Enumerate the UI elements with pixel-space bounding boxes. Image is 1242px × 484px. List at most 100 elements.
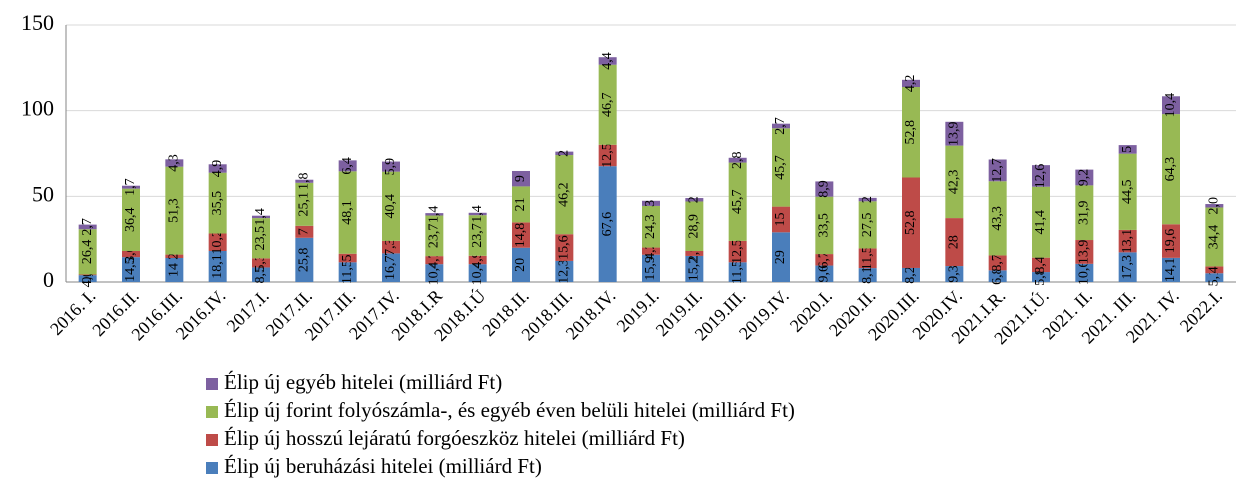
bar-segment: [858, 248, 877, 269]
data-label: 10,2: [210, 230, 225, 255]
data-label: 8,5: [253, 266, 268, 284]
data-label: 13,9: [1077, 240, 1092, 265]
legend-label: Élip új egyéb hitelei (milliárd Ft): [224, 370, 502, 394]
data-label: 10,4: [1163, 93, 1178, 118]
bar-segment: [1118, 153, 1137, 230]
data-label: 15,6: [557, 235, 572, 260]
data-label: 18,1: [210, 254, 225, 279]
data-label: 1,7: [123, 178, 138, 196]
data-label: 1,4: [427, 206, 442, 224]
bar-segment: [988, 270, 1007, 282]
bar-segment: [685, 255, 704, 282]
bar-segment: [1205, 273, 1224, 282]
bar-segment: [468, 264, 487, 282]
y-tick-label: 100: [21, 96, 54, 121]
data-label: 7: [297, 228, 312, 235]
bar-segment: [642, 200, 660, 206]
bar-segment: [555, 260, 574, 282]
data-label: 43,3: [990, 206, 1005, 231]
bar-segment: [295, 225, 314, 238]
data-label: 51,3: [167, 198, 182, 223]
bar-segment: [598, 57, 617, 65]
data-label: 36,4: [123, 208, 138, 233]
data-label: 2,7: [80, 218, 95, 236]
y-tick-label: 50: [32, 181, 54, 206]
x-tick-label: 2016. I.: [46, 286, 99, 339]
data-label: 1,4: [253, 208, 268, 226]
bar-segment: [122, 188, 140, 251]
bar-segment: [1205, 207, 1224, 267]
bar-segment: [902, 87, 920, 178]
legend-swatch: [206, 434, 218, 446]
data-label: 12,5: [730, 239, 745, 263]
bar-segment: [945, 218, 964, 267]
data-label: 52,8: [903, 120, 918, 145]
data-label: 1,8: [297, 173, 312, 191]
bar-segment: [728, 162, 747, 241]
data-label: 46,7: [600, 93, 615, 118]
data-label: 17,3: [1120, 255, 1135, 280]
y-tick-label: 150: [21, 10, 54, 35]
bar-segment: [208, 250, 227, 282]
bar-segment: [728, 240, 747, 263]
legend-swatch: [206, 462, 218, 474]
data-label: 9,2: [1077, 169, 1092, 187]
bar-segment: [122, 257, 140, 282]
data-label: 2,8: [730, 151, 745, 169]
data-label: 6,4: [340, 157, 355, 175]
legend-label: Élip új hosszú lejáratú forgóeszköz hite…: [224, 426, 685, 450]
data-label: 23,7: [470, 223, 485, 248]
data-label: 10,6: [1077, 261, 1092, 286]
data-label: 13,9: [947, 121, 962, 146]
bar-segment: [1075, 263, 1094, 282]
bar-segment: [988, 159, 1007, 182]
data-label: 4,3: [167, 154, 182, 172]
bar-segment: [468, 255, 487, 265]
bar-segment: [512, 186, 530, 223]
bar-segment: [728, 157, 747, 163]
data-label: 8,2: [903, 266, 918, 284]
data-label: 11,5: [340, 260, 355, 284]
bar-segment: [382, 171, 400, 241]
bar-segment: [122, 250, 140, 258]
bar-segment: [1075, 240, 1094, 264]
bar-segment: [1162, 224, 1180, 258]
data-label: 28,9: [687, 214, 702, 239]
bar-segment: [512, 247, 530, 282]
data-label: 10,4: [427, 261, 442, 286]
bar-segment: [165, 258, 184, 282]
data-label: 26,4: [80, 240, 95, 265]
data-label: 46,2: [557, 182, 572, 207]
bar-segment: [902, 177, 920, 268]
data-label: 8,1: [860, 266, 875, 284]
data-label: 12,5: [600, 143, 615, 168]
bar-segment: [468, 212, 487, 216]
bar-segment: [295, 182, 314, 226]
bar-segment: [1118, 145, 1137, 154]
data-label: 10,4: [470, 261, 485, 286]
bar-segment: [78, 274, 97, 276]
data-label: 5,3: [253, 254, 268, 272]
legend-label: Élip új forint folyószámla-, és egyéb év…: [224, 398, 795, 422]
data-label: 1,4: [470, 205, 485, 223]
data-label: 5,9: [383, 158, 398, 176]
data-label: 9: [513, 175, 528, 182]
bar-segment: [512, 170, 530, 187]
bar-segment: [598, 166, 617, 282]
bar-segment: [1075, 185, 1094, 241]
bar-segment: [208, 172, 227, 234]
data-label: 5: [340, 255, 355, 262]
data-label: 29: [773, 250, 788, 264]
data-label: 48,1: [340, 200, 355, 225]
bar-segment: [78, 229, 97, 275]
bar-segment: [945, 145, 964, 219]
data-label: 41,4: [1033, 210, 1048, 235]
bar-segment: [858, 201, 877, 249]
data-label: 42,3: [947, 170, 962, 195]
bar-segment: [772, 206, 790, 233]
bar-segment: [252, 215, 270, 219]
bar-segment: [165, 159, 184, 167]
bar-segment: [1075, 169, 1094, 186]
bar-segment: [382, 161, 400, 172]
